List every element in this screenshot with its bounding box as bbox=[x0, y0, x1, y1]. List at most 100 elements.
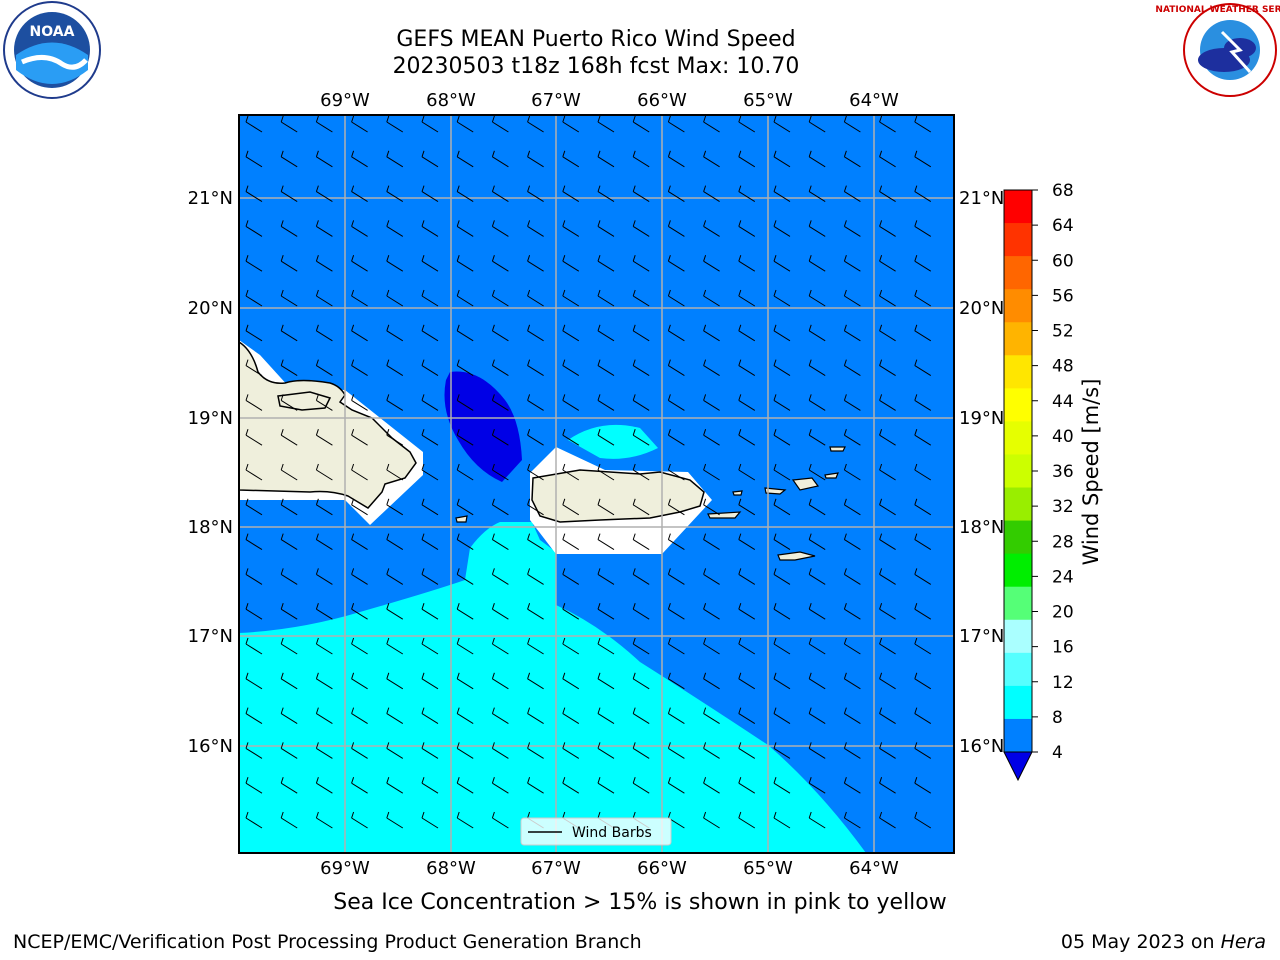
puerto-rico-land bbox=[531, 469, 705, 523]
wind-barb bbox=[562, 707, 580, 725]
wind-barb bbox=[456, 742, 474, 759]
wind-barb bbox=[808, 394, 826, 411]
wind-barb bbox=[667, 777, 685, 794]
wind-barb bbox=[597, 115, 615, 133]
wind-barb bbox=[456, 498, 474, 516]
colorbar-tick-label: 36 bbox=[1052, 462, 1074, 482]
wind-barb bbox=[632, 289, 650, 307]
wind-barb bbox=[351, 742, 368, 759]
virgin-islands-2 bbox=[791, 477, 820, 491]
wind-barb bbox=[667, 289, 685, 307]
wind-barb bbox=[456, 324, 474, 342]
wind-barb bbox=[632, 359, 650, 377]
wind-barb bbox=[386, 707, 404, 725]
wind-barb bbox=[491, 568, 509, 585]
wind-barb bbox=[491, 255, 509, 272]
wind-barb bbox=[456, 289, 474, 307]
wind-barb bbox=[879, 533, 896, 551]
wind-barb bbox=[491, 533, 509, 551]
wind-barb bbox=[879, 672, 896, 690]
wind-barb bbox=[914, 394, 932, 411]
wind-barb bbox=[879, 220, 896, 237]
wind-barb bbox=[808, 498, 826, 516]
wind-barb bbox=[527, 115, 544, 133]
wind-barb bbox=[808, 811, 826, 829]
wind-barb bbox=[738, 289, 756, 307]
wind-barb bbox=[491, 463, 509, 481]
wind-barb bbox=[456, 115, 474, 133]
wind-barb bbox=[421, 185, 439, 203]
wind-barb bbox=[527, 359, 544, 377]
wind-barb bbox=[632, 255, 650, 272]
wind-barb bbox=[421, 603, 439, 620]
lon-top-66: 66°W bbox=[637, 90, 687, 111]
footer-date-text: 05 May 2023 on bbox=[1060, 931, 1221, 953]
wind-barb bbox=[738, 255, 756, 272]
wind-barb bbox=[527, 324, 544, 342]
wind-barb bbox=[914, 603, 932, 620]
wind-barb bbox=[843, 498, 861, 516]
map-subtitle: 20230503 t18z 168h fcst Max: 10.70 bbox=[392, 54, 800, 79]
wind-barb bbox=[491, 811, 509, 829]
wind-barb bbox=[843, 603, 861, 620]
wind-barb bbox=[421, 463, 439, 481]
wind-barb bbox=[703, 603, 720, 620]
wind-barb bbox=[351, 150, 368, 168]
wind-barb bbox=[632, 707, 650, 725]
noaa-logo-text: NOAA bbox=[30, 24, 75, 40]
wind-barb bbox=[351, 498, 368, 516]
wind-barb bbox=[456, 150, 474, 168]
wind-barb bbox=[280, 777, 298, 794]
wind-barb bbox=[879, 568, 896, 585]
wind-barb bbox=[632, 742, 650, 759]
wind-barb bbox=[245, 150, 263, 168]
wind-barb bbox=[914, 707, 932, 725]
colorbar-segment bbox=[1004, 718, 1032, 753]
wind-barb bbox=[351, 220, 368, 237]
wind-barb bbox=[245, 429, 263, 446]
wind-barb bbox=[456, 255, 474, 272]
wind-barb bbox=[703, 185, 720, 203]
wind-barb bbox=[773, 498, 791, 516]
wind-barb bbox=[632, 672, 650, 690]
wind-barb bbox=[386, 811, 404, 829]
wind-barb bbox=[245, 568, 263, 585]
wind-barb bbox=[245, 742, 263, 759]
wind-barb bbox=[527, 498, 544, 516]
wind-barb bbox=[773, 324, 791, 342]
wind-barb bbox=[597, 603, 615, 620]
wind-barb bbox=[914, 115, 932, 133]
colorbar-segment bbox=[1004, 553, 1032, 588]
wind-barb bbox=[738, 811, 756, 829]
wind-barb bbox=[914, 742, 932, 759]
map-frame bbox=[238, 114, 955, 854]
wind-barb bbox=[773, 220, 791, 237]
ocean-8-12-north bbox=[568, 424, 658, 459]
wind-barb bbox=[456, 811, 474, 829]
wind-barb bbox=[245, 603, 263, 620]
wind-barb bbox=[245, 324, 263, 342]
wind-barb bbox=[280, 255, 298, 272]
wind-barb bbox=[597, 185, 615, 203]
wind-barb bbox=[386, 115, 404, 133]
colorbar-tick-label: 64 bbox=[1052, 216, 1074, 236]
colorbar-tick-label: 12 bbox=[1052, 673, 1074, 693]
wind-barb bbox=[738, 603, 756, 620]
lon-bottom-65: 65°W bbox=[743, 858, 793, 879]
lat-right-21: 21°N bbox=[959, 188, 1004, 209]
wind-barb bbox=[703, 463, 720, 481]
wind-barb bbox=[738, 742, 756, 759]
wind-barb bbox=[843, 150, 861, 168]
colorbar-segment bbox=[1004, 454, 1032, 489]
wind-barb bbox=[280, 324, 298, 342]
wind-barb bbox=[914, 777, 932, 794]
wind-barb bbox=[280, 568, 298, 585]
wind-barb bbox=[562, 672, 580, 690]
wind-barb bbox=[879, 150, 896, 168]
wind-barb bbox=[527, 289, 544, 307]
virgin-islands-3 bbox=[824, 472, 839, 479]
colorbar-segment bbox=[1004, 619, 1032, 654]
wind-barb bbox=[879, 707, 896, 725]
wind-barb bbox=[703, 429, 720, 446]
wind-barb bbox=[808, 742, 826, 759]
